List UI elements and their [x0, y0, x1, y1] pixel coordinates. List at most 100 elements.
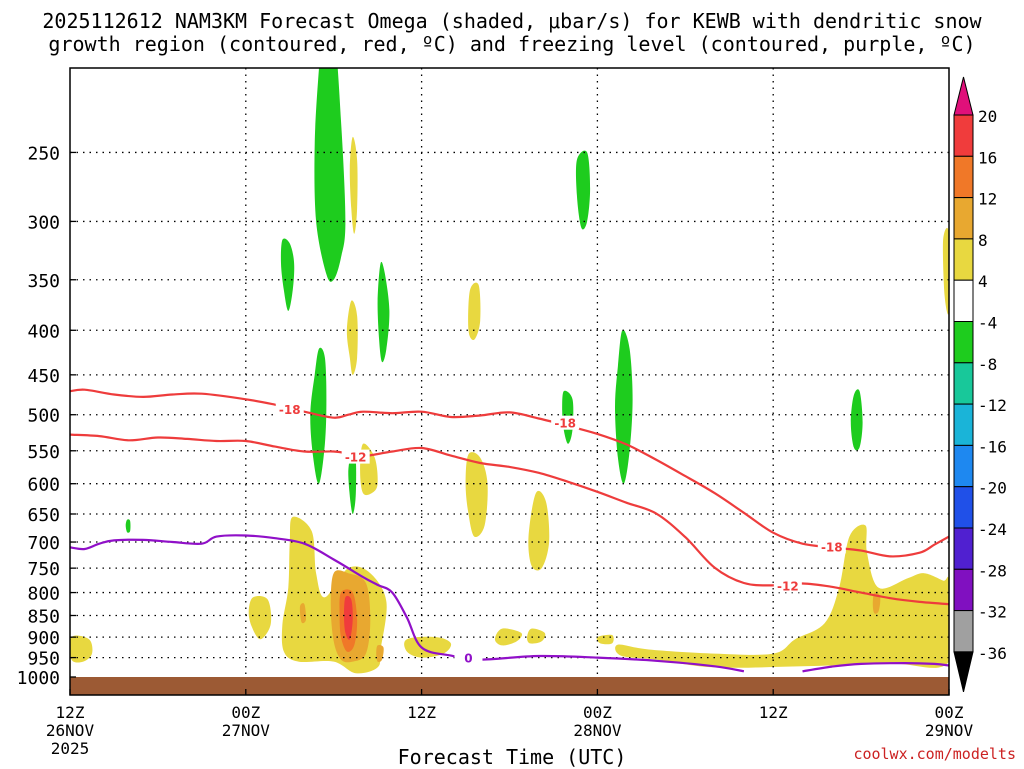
x-tick-label: 26NOV	[46, 721, 95, 740]
colorbar-swatch	[953, 238, 974, 281]
x-tick-label: 00Z	[231, 703, 260, 722]
x-tick-label: 12Z	[56, 703, 85, 722]
omega-region-14	[465, 452, 488, 538]
colorbar-swatch	[953, 321, 974, 364]
x-axis-label: Forecast Time (UTC)	[397, 745, 627, 769]
omega-region-1	[280, 238, 295, 311]
colorbar: 20 16 12 8 4 -4 -8 -12 -16 -20 -24 -28 -32 -36	[953, 76, 1007, 693]
contour-label-minus18-c-bg	[817, 539, 846, 554]
contour-label-minus12-b-bg	[773, 578, 802, 593]
colorbar-swatch	[953, 568, 974, 612]
omega-region-19	[404, 636, 452, 658]
omega-region-9	[125, 519, 131, 533]
y-tick-label: 850	[27, 607, 60, 628]
site-credit: coolwx.com/modelts	[853, 745, 1016, 763]
omega-region-8	[850, 389, 863, 451]
colorbar-label: -20	[978, 479, 1007, 498]
colorbar-label: 20	[978, 107, 997, 126]
contour-label-minus18-c: -18	[821, 540, 843, 554]
omega-region-22	[596, 634, 614, 645]
omega-region-20	[494, 628, 523, 646]
colorbar-label: -32	[978, 603, 1007, 622]
x-tick-label: 28NOV	[573, 721, 622, 740]
omega-region-12	[468, 282, 481, 341]
colorbar-label: 12	[978, 190, 997, 209]
grid-layer	[70, 68, 949, 677]
colorbar-swatch	[953, 403, 974, 446]
colorbar-label: 4	[978, 272, 988, 291]
y-tick-label: 800	[27, 584, 60, 605]
chart-title-line-1: 2025112612 NAM3KM Forecast Omega (shaded…	[42, 9, 982, 33]
contour-label-minus18-a-bg	[275, 402, 304, 417]
y-tick-label: 550	[27, 442, 60, 463]
colorbar-label: -8	[978, 355, 997, 374]
omega-region-27	[376, 644, 384, 663]
colorbar-swatch	[953, 486, 974, 529]
contour-label-minus12-a: -12	[345, 451, 367, 465]
y-tick-label: 500	[27, 406, 60, 427]
omega-region-25	[299, 603, 307, 624]
contour-label-minus18-b-bg	[551, 415, 580, 430]
omega-region-5	[575, 150, 591, 230]
y-tick-label: 950	[27, 649, 60, 670]
contour-layer: -18 -18 -18 -12 -12 0	[70, 388, 949, 673]
plot-area	[70, 68, 949, 695]
colorbar-swatch	[953, 610, 974, 653]
omega-region-28	[872, 592, 881, 614]
contour-label-freezing: 0	[464, 651, 472, 665]
colorbar-swatch	[953, 362, 974, 405]
colorbar-swatch	[953, 155, 974, 199]
contour-label-minus12-a-bg	[341, 449, 370, 464]
colorbar-swatch	[953, 197, 974, 240]
colorbar-swatch	[953, 114, 974, 157]
contour-label-minus18-a: -18	[279, 403, 301, 417]
colorbar-label: -36	[978, 644, 1007, 663]
x-tick-label: 00Z	[935, 703, 964, 722]
colorbar-label: 16	[978, 148, 997, 167]
x-tick-label: 00Z	[583, 703, 612, 722]
freezing-level-contour-1	[802, 661, 949, 673]
contour-label-minus12-b: -12	[777, 579, 799, 593]
x-tick-label: 27NOV	[222, 721, 271, 740]
colorbar-swatch	[953, 444, 974, 488]
colorbar-label: 8	[978, 231, 988, 250]
colorbar-label: -12	[978, 396, 1007, 415]
colorbar-swatch	[953, 527, 974, 570]
y-tick-label: 350	[27, 271, 60, 292]
omega-shading-layer	[70, 68, 949, 674]
freezing-level-contour-0	[70, 534, 745, 673]
omega-region-24	[942, 227, 949, 315]
x-tick-label: 29NOV	[925, 721, 974, 740]
y-tick-label: 600	[27, 475, 60, 496]
ground-surface	[70, 677, 949, 695]
colorbar-swatch	[953, 279, 974, 323]
chart-title-line-2: growth region (contoured, red, ºC) and f…	[48, 32, 976, 56]
contour-label-minus18-b: -18	[554, 417, 576, 431]
x-tick-label: 2025	[51, 739, 90, 758]
y-tick-label: 250	[27, 143, 60, 164]
omega-region-16	[70, 635, 93, 663]
omega-region-21	[527, 628, 546, 644]
contour-label-freezing-bg	[454, 650, 483, 665]
colorbar-top-arrow	[953, 76, 974, 116]
omega-region-10	[349, 136, 358, 234]
omega-region-15	[528, 490, 550, 571]
y-tick-label: 650	[27, 505, 60, 526]
omega-region-30	[344, 595, 353, 640]
y-tick-label: 700	[27, 533, 60, 554]
plot-frame	[69, 67, 950, 696]
y-tick-label: 900	[27, 628, 60, 649]
y-tick-label: 400	[27, 321, 60, 342]
colorbar-label: -28	[978, 561, 1007, 580]
y-tick-label: 750	[27, 559, 60, 580]
colorbar-label: -24	[978, 520, 1007, 539]
omega-region-17	[248, 595, 272, 640]
colorbar-label: -4	[978, 314, 997, 333]
x-tick-label: 12Z	[407, 703, 436, 722]
y-tick-label: 450	[27, 366, 60, 387]
y-tick-label: 300	[27, 212, 60, 233]
omega-region-0	[314, 68, 346, 282]
omega-region-23	[615, 524, 949, 668]
